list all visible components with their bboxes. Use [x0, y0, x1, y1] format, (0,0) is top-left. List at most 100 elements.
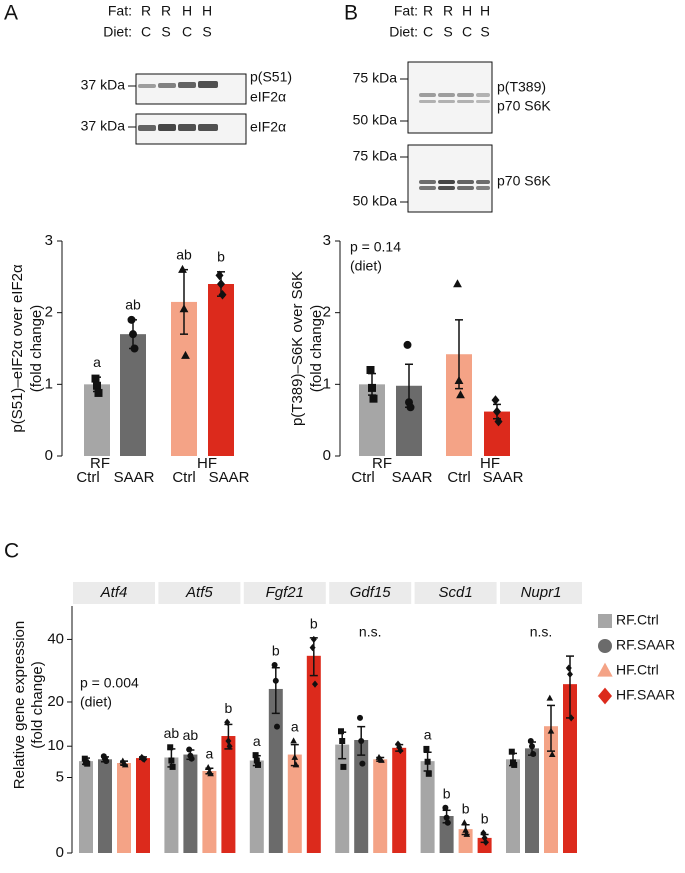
panel-label: C: [4, 540, 19, 563]
y-tick-label: 40: [47, 630, 64, 647]
data-point: [454, 375, 464, 384]
band: [198, 124, 218, 131]
data-point: [253, 757, 260, 764]
blot-label: eIF2α: [250, 119, 286, 135]
data-point: [339, 738, 346, 745]
group-label: HF: [197, 455, 217, 472]
significance-letter: a: [291, 719, 299, 735]
band: [138, 84, 156, 88]
x-tick-label: SAAR: [483, 469, 524, 486]
data-point: [178, 264, 187, 273]
mw-marker: 50 kDa: [353, 193, 398, 209]
bar: [98, 759, 112, 853]
annotation: n.s.: [359, 624, 382, 640]
x-tick-label: SAAR: [114, 469, 155, 486]
data-point: [252, 752, 259, 759]
data-point: [453, 279, 462, 288]
y-axis-label: (fold change): [308, 305, 325, 393]
diet-label: Diet:: [103, 24, 132, 40]
group-label: RF: [372, 455, 392, 472]
data-point: [530, 750, 537, 757]
data-point: [508, 748, 515, 755]
data-point: [378, 756, 385, 763]
y-axis-label: (fold change): [29, 661, 46, 749]
band: [419, 186, 436, 190]
bar: [373, 759, 388, 853]
data-point: [369, 394, 378, 403]
data-point: [481, 834, 488, 842]
significance-letter: ab: [164, 725, 180, 741]
diet-label: Diet:: [389, 24, 418, 40]
bar: [117, 763, 131, 853]
lane-label: C: [182, 24, 192, 40]
y-tick-label: 0: [323, 447, 331, 464]
y-axis-label: p(S51)–eIF2α over eIF2α: [9, 264, 26, 433]
data-point: [217, 279, 225, 289]
data-point: [567, 670, 573, 678]
y-tick-label: 5: [56, 768, 64, 785]
band: [158, 124, 176, 131]
facet-title: Gdf15: [350, 584, 392, 601]
annotation: p = 0.14: [350, 239, 401, 255]
blot-label: eIF2α: [250, 89, 286, 105]
data-point: [340, 763, 347, 770]
lane-label: R: [443, 3, 453, 19]
facet-strip: [243, 582, 326, 604]
lane-label: H: [182, 3, 192, 19]
band: [457, 186, 474, 190]
data-point: [547, 727, 555, 734]
data-point: [168, 757, 175, 764]
data-point: [442, 804, 449, 811]
bar: [249, 760, 264, 853]
blot-label: p(S51): [250, 69, 292, 85]
facet-strip: [329, 582, 412, 604]
data-point: [493, 406, 501, 417]
data-point: [224, 718, 231, 726]
data-point: [291, 753, 299, 760]
legend-label: RF.Ctrl: [616, 612, 659, 628]
lane-label: S: [480, 24, 489, 40]
bar: [335, 744, 350, 853]
significance-letter: a: [206, 745, 214, 761]
x-tick-label: SAAR: [392, 469, 433, 486]
mw-marker: 50 kDa: [353, 112, 398, 128]
lane-label: C: [141, 24, 151, 40]
band: [438, 180, 455, 184]
data-point: [215, 270, 224, 281]
bar: [392, 747, 407, 853]
data-point: [103, 758, 110, 765]
data-point: [462, 826, 469, 833]
lane-label: R: [141, 3, 151, 19]
blot-label: p70 S6K: [497, 173, 551, 189]
data-point: [204, 763, 212, 770]
data-point: [141, 755, 148, 763]
band: [457, 93, 474, 97]
data-point: [167, 744, 174, 751]
bar: [306, 655, 321, 853]
y-axis-label: p(T389)–S6K over S6K: [289, 271, 306, 426]
facet-title: Atf5: [185, 584, 213, 601]
significance-letter: b: [272, 643, 280, 659]
legend-label: HF.SAAR: [616, 687, 675, 703]
y-axis-label: (fold change): [28, 305, 45, 393]
bar: [221, 736, 236, 853]
band: [476, 100, 490, 103]
data-point: [129, 330, 137, 339]
y-tick-label: 3: [45, 232, 53, 249]
data-point: [218, 289, 227, 300]
data-point: [338, 728, 344, 735]
data-point: [292, 761, 300, 768]
data-point: [359, 760, 366, 767]
data-point: [188, 755, 195, 762]
mw-marker: 37 kDa: [81, 77, 126, 93]
data-point: [121, 761, 129, 768]
facet-strip: [414, 582, 497, 604]
data-point: [255, 761, 261, 768]
annotation: p = 0.004: [80, 675, 139, 691]
lane-label: S: [202, 24, 211, 40]
fat-label: Fat:: [394, 3, 418, 19]
facet-title: Nupr1: [521, 584, 562, 601]
significance-letter: ab: [176, 246, 192, 262]
lane-label: R: [161, 3, 171, 19]
